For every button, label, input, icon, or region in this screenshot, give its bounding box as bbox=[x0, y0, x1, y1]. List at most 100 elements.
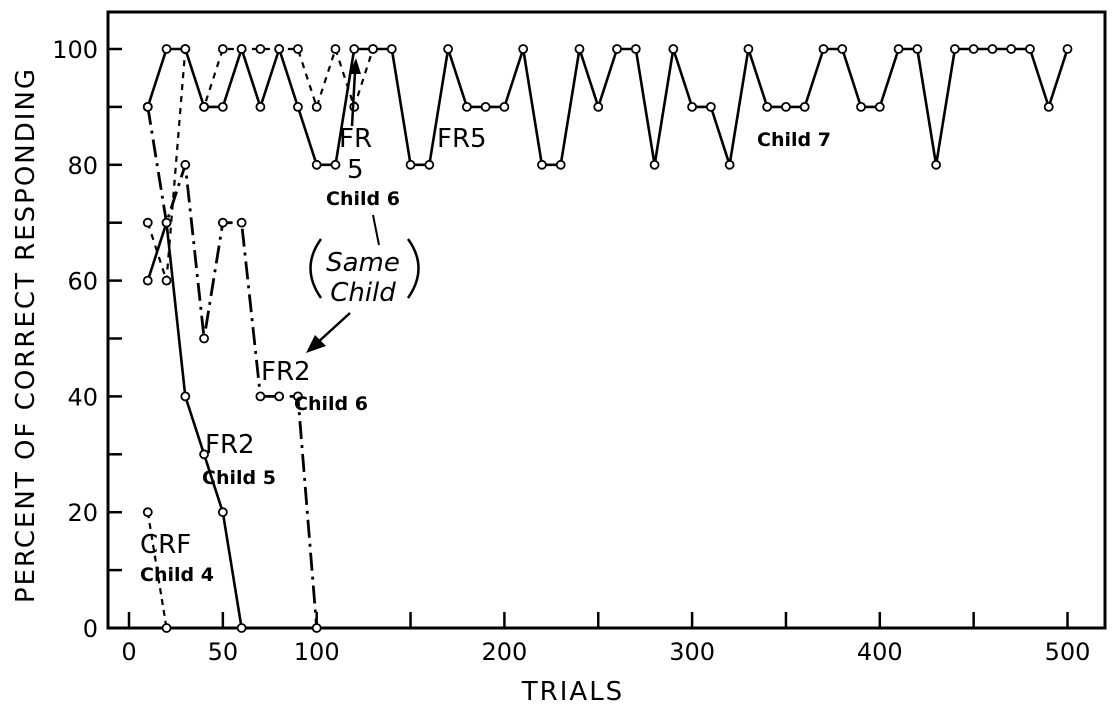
x-tick-label: 300 bbox=[669, 638, 715, 666]
data-point bbox=[574, 44, 585, 54]
data-point bbox=[443, 44, 453, 54]
data-point bbox=[837, 44, 848, 54]
right-parenthesis bbox=[406, 238, 420, 299]
annotation-child5: Child 5 bbox=[202, 467, 276, 489]
data-point bbox=[255, 391, 266, 402]
ticks-group: 0 50 100 200 300 400 500 0 20 40 60 80 100 bbox=[52, 36, 1090, 666]
data-point bbox=[949, 44, 960, 54]
data-point bbox=[142, 102, 153, 112]
series-line-1 bbox=[146, 512, 168, 629]
data-point bbox=[293, 44, 303, 54]
arrow-to-fr2-shaft bbox=[315, 312, 351, 345]
data-point bbox=[217, 217, 228, 228]
data-point bbox=[968, 44, 979, 54]
annotation-fr5-child7: FR5 bbox=[437, 124, 487, 154]
connector-child6-same bbox=[372, 214, 380, 246]
data-point bbox=[386, 44, 397, 54]
data-point bbox=[743, 44, 754, 54]
annotation-fr2-child6: FR2 bbox=[261, 357, 311, 387]
y-tick-label: 40 bbox=[67, 383, 98, 411]
annotation-fr2-child5: FR2 bbox=[205, 430, 255, 460]
data-point bbox=[311, 159, 322, 170]
series-line-5 bbox=[146, 47, 1069, 167]
y-tick-label: 60 bbox=[67, 268, 98, 296]
data-point bbox=[987, 44, 998, 54]
data-point bbox=[705, 102, 716, 112]
data-point bbox=[199, 102, 209, 112]
data-point bbox=[649, 159, 660, 170]
data-point bbox=[1025, 44, 1035, 54]
series-group bbox=[146, 47, 1069, 629]
data-point bbox=[330, 44, 341, 54]
data-point bbox=[687, 102, 697, 112]
data-point bbox=[161, 275, 172, 286]
data-point bbox=[217, 44, 228, 54]
data-point bbox=[161, 623, 172, 633]
data-point bbox=[255, 44, 266, 54]
annotation-fr: FR bbox=[339, 124, 372, 154]
data-point bbox=[668, 44, 679, 54]
data-point bbox=[199, 449, 209, 460]
data-point bbox=[518, 44, 529, 54]
y-tick-label: 100 bbox=[52, 36, 98, 64]
data-point bbox=[274, 44, 285, 54]
plot-frame bbox=[106, 10, 1107, 630]
data-point bbox=[217, 102, 228, 112]
data-point bbox=[593, 102, 604, 112]
arrow-to-fr5-shaft bbox=[350, 71, 357, 127]
data-point bbox=[274, 391, 285, 402]
data-point bbox=[180, 44, 191, 54]
data-point bbox=[630, 44, 641, 54]
arrow-to-fr2-head bbox=[306, 335, 326, 353]
data-point bbox=[161, 44, 172, 54]
x-tick-label: 500 bbox=[1045, 638, 1091, 666]
x-tick-label: 100 bbox=[294, 638, 340, 666]
data-point bbox=[311, 623, 322, 633]
markers-group bbox=[142, 44, 1073, 633]
annotation-child6-fr2: Child 6 bbox=[294, 393, 368, 415]
data-point bbox=[236, 623, 247, 633]
data-point bbox=[180, 159, 191, 170]
annotation-crf: CRF bbox=[140, 530, 191, 560]
data-point bbox=[555, 159, 566, 170]
data-point bbox=[349, 44, 360, 54]
data-point bbox=[856, 102, 866, 112]
data-point bbox=[874, 102, 885, 112]
data-point bbox=[724, 159, 735, 170]
data-point bbox=[1043, 102, 1054, 112]
annotation-child7: Child 7 bbox=[757, 129, 831, 151]
data-point bbox=[293, 102, 303, 112]
annotation-same: Same bbox=[326, 248, 400, 278]
x-tick-label: 0 bbox=[121, 638, 136, 666]
series-line-2 bbox=[146, 221, 243, 629]
x-axis-title: TRIALS bbox=[521, 677, 624, 706]
series-line-3 bbox=[146, 106, 319, 629]
x-tick-label: 400 bbox=[857, 638, 903, 666]
data-point bbox=[424, 159, 435, 170]
data-point bbox=[405, 159, 416, 170]
data-point bbox=[537, 159, 547, 170]
left-parenthesis bbox=[309, 238, 323, 299]
data-point bbox=[142, 217, 153, 228]
data-point bbox=[180, 391, 191, 402]
data-point bbox=[217, 507, 228, 518]
data-point bbox=[912, 44, 923, 54]
arrow-to-fr5-head bbox=[349, 58, 361, 74]
data-point bbox=[461, 102, 472, 112]
data-point bbox=[142, 507, 153, 518]
data-point bbox=[781, 102, 791, 112]
data-point bbox=[762, 102, 773, 112]
annotation-five: 5 bbox=[347, 155, 364, 185]
data-point bbox=[893, 44, 904, 54]
data-point bbox=[612, 44, 622, 54]
y-tick-label: 20 bbox=[67, 499, 98, 527]
data-point bbox=[931, 159, 942, 170]
data-point bbox=[236, 44, 247, 54]
data-point bbox=[368, 44, 378, 54]
data-point bbox=[1006, 44, 1017, 54]
data-point bbox=[330, 159, 341, 170]
data-point bbox=[818, 44, 829, 54]
annotation-child6-fr5: Child 6 bbox=[326, 188, 400, 210]
data-point bbox=[255, 102, 266, 112]
